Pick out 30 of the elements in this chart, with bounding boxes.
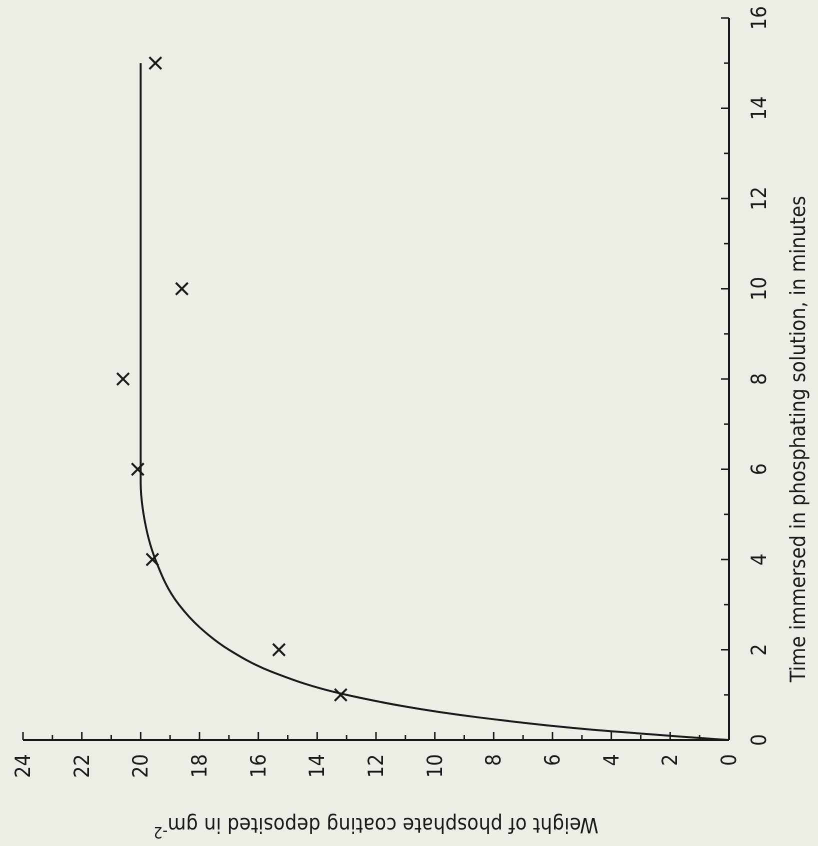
x-tick-label: 12	[364, 754, 388, 778]
x-tick-label: 4	[599, 754, 624, 766]
point	[174, 282, 189, 296]
point	[116, 372, 130, 386]
y-tick-label: 14	[747, 96, 771, 120]
y-tick-label: 16	[747, 6, 771, 30]
y-axis-title: Time immersed in phosphating solution, in minutes	[786, 196, 810, 684]
point	[272, 642, 286, 657]
y-tick-label: 12	[747, 186, 771, 211]
y-tick-label: 2	[747, 644, 771, 656]
y-tick-label: 6	[747, 463, 771, 476]
x-tick-label: 10	[422, 754, 447, 778]
x-tick-label: 22	[70, 754, 94, 778]
x-tick-label: 0	[717, 754, 741, 766]
x-tick-label: 18	[188, 754, 212, 778]
point	[145, 552, 160, 566]
point	[148, 56, 162, 70]
x-tick-label: 16	[246, 754, 270, 778]
y-tick-label: 0	[747, 734, 771, 746]
x-tick-label: 20	[128, 754, 153, 778]
y-tick-label: 10	[747, 276, 771, 301]
y-tick-label: 8	[747, 372, 771, 386]
x-tick-label: 2	[658, 754, 682, 766]
x-tick-label: 6	[540, 754, 564, 766]
y-tick-label: 4	[747, 553, 771, 566]
point	[130, 462, 145, 476]
point	[334, 688, 348, 702]
x-tick-label: 14	[305, 754, 330, 778]
x-tick-label: 24	[11, 754, 35, 778]
x-tick-label: 8	[482, 754, 506, 766]
